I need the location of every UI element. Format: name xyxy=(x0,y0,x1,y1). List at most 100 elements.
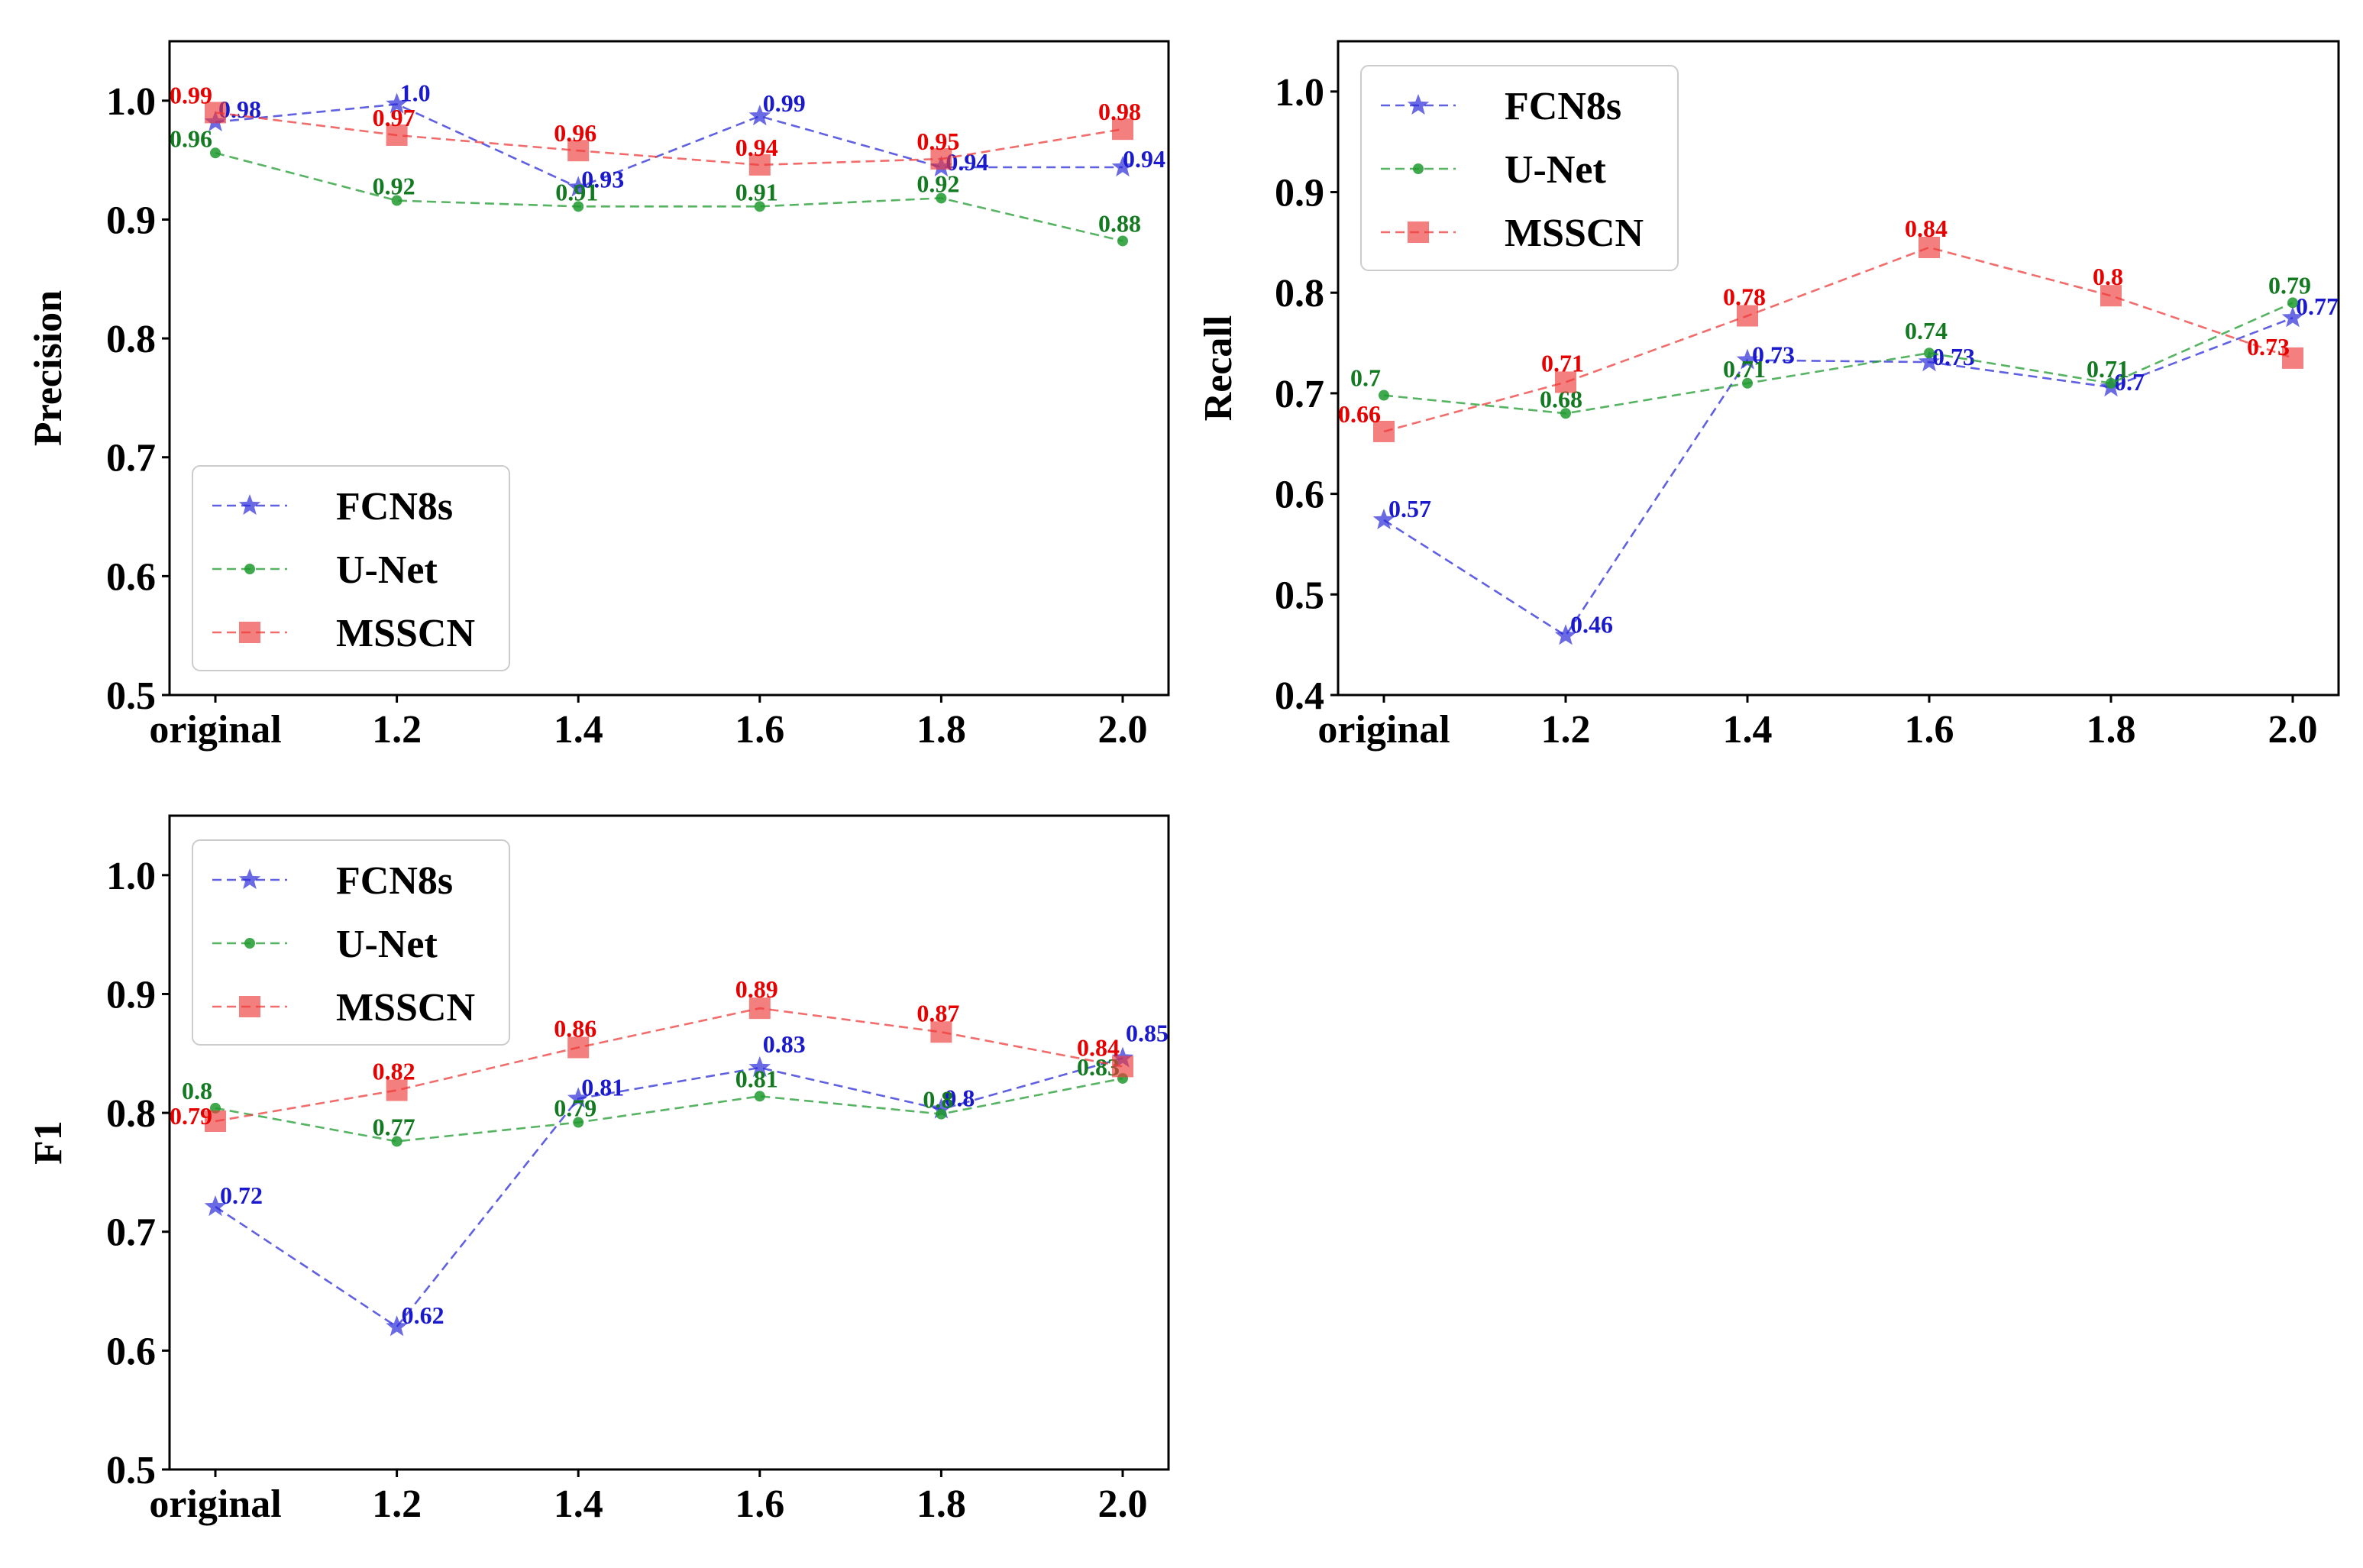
recall-series-fcn8s: 0.57 0.46 0.73 0.73 0.7 0.77 xyxy=(1372,293,2339,645)
precision-u-net-data-label: 0.91 xyxy=(735,178,778,205)
recall-u-net-point xyxy=(1560,408,1571,419)
precision-fcn8s-data-label: 0.94 xyxy=(1123,145,1165,173)
recall-u-net-line xyxy=(1383,302,2294,415)
f1-u-net-data-label: 0.8 xyxy=(923,1086,953,1114)
recall-y-tick-label: 0.9 xyxy=(1275,172,1324,215)
recall-u-net-point xyxy=(2287,297,2298,309)
f1-msscn-point xyxy=(567,1036,590,1059)
recall-x-tick-label: 1.8 xyxy=(2087,708,2136,752)
recall-msscn-point xyxy=(1737,305,1758,327)
recall-y-tick-label: 1.0 xyxy=(1275,71,1324,115)
f1-fcn8s-data-label: 0.72 xyxy=(220,1182,263,1209)
f1-msscn-data-label: 0.82 xyxy=(373,1058,415,1085)
precision-u-net-data-label: 0.92 xyxy=(916,170,959,197)
recall-u-net-data-label: 0.7 xyxy=(1350,364,1381,392)
recall-legend-label-fcn8s: FCN8s xyxy=(1505,85,1621,128)
recall-legend-label-msscn: MSSCN xyxy=(1505,212,1644,255)
precision-u-net-data-label: 0.88 xyxy=(1098,209,1141,237)
precision-plot-frame xyxy=(168,40,1170,697)
precision-u-net-point xyxy=(210,147,221,159)
recall-msscn-data-label: 0.71 xyxy=(1541,349,1584,377)
precision-y-tick-label: 0.6 xyxy=(106,555,156,599)
precision-u-net-point xyxy=(936,192,947,204)
precision-msscn-line xyxy=(215,112,1123,166)
precision-legend-label-u-net: U-Net xyxy=(336,548,438,592)
recall-legend: FCN8s U-Net MSSCN xyxy=(1360,65,1679,271)
precision-y-tick-label: 1.0 xyxy=(106,80,156,124)
precision-msscn-data-label: 0.94 xyxy=(735,134,778,161)
precision-u-net-line xyxy=(215,152,1123,242)
f1-legend-marker-fcn8s xyxy=(238,868,261,890)
f1-fcn8s-data-label: 0.8 xyxy=(944,1084,975,1111)
f1-msscn-data-label: 0.87 xyxy=(916,999,959,1026)
recall-y-axis-label: Recall xyxy=(1197,315,1240,422)
recall-u-net-point xyxy=(1924,348,1935,359)
recall-u-net-point xyxy=(1742,377,1753,389)
recall-series-u-net: 0.70.680.710.740.710.79 xyxy=(1350,271,2311,419)
f1-legend-label-msscn: MSSCN xyxy=(336,986,475,1030)
recall-y-tick-label: 0.4 xyxy=(1275,674,1324,718)
recall-msscn-point xyxy=(2100,285,2122,307)
precision-msscn-point xyxy=(748,154,771,176)
precision-msscn-data-label: 0.99 xyxy=(170,81,212,108)
recall-u-net-data-label: 0.71 xyxy=(1723,355,1766,383)
f1-fcn8s-data-label: 0.62 xyxy=(402,1301,444,1329)
f1-u-net-data-label: 0.8 xyxy=(182,1077,212,1104)
precision-u-net-data-label: 0.92 xyxy=(373,173,415,200)
precision-y-tick-label: 0.8 xyxy=(106,318,156,361)
f1-msscn-data-label: 0.84 xyxy=(1077,1033,1120,1061)
precision-msscn-data-label: 0.97 xyxy=(373,104,415,131)
precision-legend-box xyxy=(192,465,510,671)
f1-legend-label-u-net: U-Net xyxy=(336,923,438,966)
precision-legend-marker-msscn xyxy=(239,622,260,643)
recall-plot-frame xyxy=(1337,40,2340,697)
f1-u-net-line xyxy=(215,1077,1123,1143)
recall-fcn8s-point xyxy=(1372,508,1395,529)
precision-x-tick-label: original xyxy=(149,708,281,752)
recall-legend-label-u-net: U-Net xyxy=(1505,148,1607,192)
precision-u-net-point xyxy=(573,201,584,212)
f1-x-tick-label: 1.8 xyxy=(916,1482,966,1526)
f1-u-net-data-label: 0.79 xyxy=(554,1094,596,1122)
precision-fcn8s-data-label: 0.93 xyxy=(581,165,624,192)
recall-msscn-data-label: 0.8 xyxy=(2093,263,2123,290)
precision-legend-marker-fcn8s xyxy=(238,494,261,516)
f1-y-tick-label: 0.8 xyxy=(106,1092,156,1136)
recall-series-msscn: 0.66 0.71 0.78 0.84 0.8 0.73 xyxy=(1338,215,2303,442)
f1-series-u-net: 0.80.770.790.810.80.83 xyxy=(182,1053,1128,1147)
f1-x-tick-label: 1.6 xyxy=(735,1482,784,1526)
precision-legend-label-fcn8s: FCN8s xyxy=(336,485,453,529)
recall-msscn-data-label: 0.66 xyxy=(1338,400,1381,428)
f1-msscn-data-label: 0.86 xyxy=(554,1014,596,1042)
f1-y-tick-label: 0.7 xyxy=(106,1211,156,1255)
f1-u-net-data-label: 0.77 xyxy=(373,1113,415,1140)
precision-fcn8s-point xyxy=(748,105,771,126)
f1-y-tick-label: 0.9 xyxy=(106,973,156,1017)
f1-fcn8s-data-label: 0.85 xyxy=(1126,1019,1169,1046)
f1-chart: 0.5 0.6 0.7 0.8 0.9 1.0 original 1.2 1.4 1.6 1.8 2.… xyxy=(27,814,1170,1526)
f1-fcn8s-point xyxy=(567,1087,590,1108)
recall-fcn8s-data-label: 0.46 xyxy=(1570,610,1613,638)
precision-y-tick-label: 0.9 xyxy=(106,199,156,242)
recall-msscn-data-label: 0.84 xyxy=(1905,215,1948,242)
f1-fcn8s-line xyxy=(215,1057,1123,1328)
f1-legend-marker-msscn xyxy=(239,996,260,1017)
f1-u-net-point xyxy=(391,1136,402,1147)
precision-fcn8s-point xyxy=(1111,156,1134,177)
f1-u-net-point xyxy=(936,1108,947,1120)
recall-x-tick-label: 1.4 xyxy=(1723,708,1773,752)
precision-msscn-point xyxy=(930,148,952,170)
recall-fcn8s-data-label: 0.7 xyxy=(2114,368,2145,396)
recall-legend-marker-u-net xyxy=(1413,163,1424,174)
recall-u-net-data-label: 0.79 xyxy=(2268,271,2311,299)
recall-msscn-point xyxy=(2282,347,2303,369)
f1-y-tick-label: 1.0 xyxy=(106,855,156,898)
f1-fcn8s-point xyxy=(748,1056,771,1078)
recall-fcn8s-data-label: 0.57 xyxy=(1388,495,1431,522)
f1-u-net-point xyxy=(573,1117,584,1128)
recall-msscn-point xyxy=(1373,420,1395,442)
precision-legend: FCN8s U-Net MSSCN xyxy=(192,465,510,671)
recall-u-net-data-label: 0.74 xyxy=(1905,317,1948,344)
recall-fcn8s-point xyxy=(1736,348,1759,370)
